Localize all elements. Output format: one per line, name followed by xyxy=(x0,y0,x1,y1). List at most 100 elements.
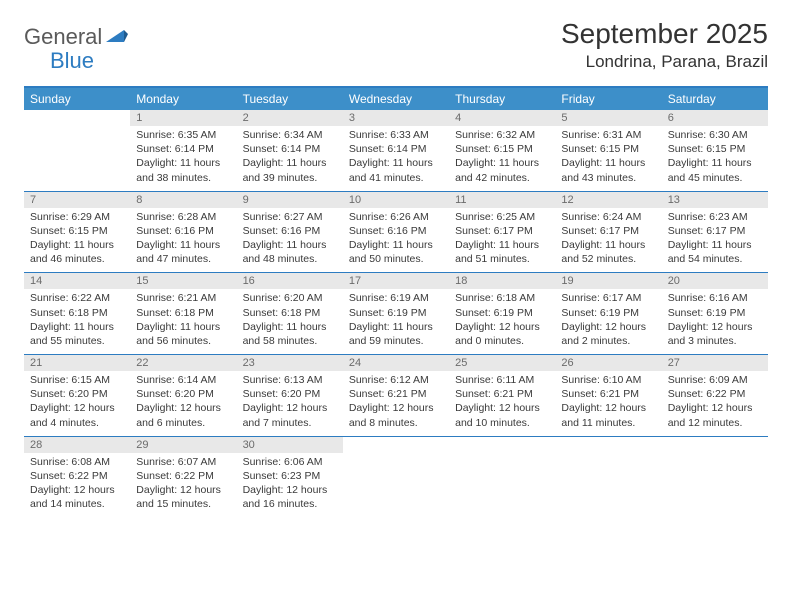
day-details: Sunrise: 6:31 AMSunset: 6:15 PMDaylight:… xyxy=(555,128,661,185)
day-number: 26 xyxy=(555,355,661,371)
day-number: 6 xyxy=(662,110,768,126)
sunrise-line: Sunrise: 6:18 AM xyxy=(455,291,549,305)
sunrise-line: Sunrise: 6:10 AM xyxy=(561,373,655,387)
day-details: Sunrise: 6:30 AMSunset: 6:15 PMDaylight:… xyxy=(662,128,768,185)
day-details: Sunrise: 6:09 AMSunset: 6:22 PMDaylight:… xyxy=(662,373,768,430)
day-cell: 9Sunrise: 6:27 AMSunset: 6:16 PMDaylight… xyxy=(237,192,343,273)
sunrise-line: Sunrise: 6:25 AM xyxy=(455,210,549,224)
day-number: 4 xyxy=(449,110,555,126)
day-cell xyxy=(555,437,661,518)
day-number: 22 xyxy=(130,355,236,371)
day-cell: 28Sunrise: 6:08 AMSunset: 6:22 PMDayligh… xyxy=(24,437,130,518)
brand-part1: General xyxy=(24,24,102,50)
day-cell: 2Sunrise: 6:34 AMSunset: 6:14 PMDaylight… xyxy=(237,110,343,191)
day-cell: 15Sunrise: 6:21 AMSunset: 6:18 PMDayligh… xyxy=(130,273,236,354)
day-details: Sunrise: 6:10 AMSunset: 6:21 PMDaylight:… xyxy=(555,373,661,430)
sunrise-line: Sunrise: 6:27 AM xyxy=(243,210,337,224)
day-cell: 6 Sunrise: 6:30 AMSunset: 6:15 PMDaylight… xyxy=(662,110,768,191)
day-number: 27 xyxy=(662,355,768,371)
daylight-line: Daylight: 12 hours and 4 minutes. xyxy=(30,401,124,429)
weeks-container: 1 Sunrise: 6:35 AM Sunset: 6:14 PM Daylight… xyxy=(24,110,768,517)
day-number: 8 xyxy=(130,192,236,208)
day-cell: 14Sunrise: 6:22 AMSunset: 6:18 PMDayligh… xyxy=(24,273,130,354)
sunrise-line: Sunrise: 6:21 AM xyxy=(136,291,230,305)
daylight-line: Daylight: 11 hours and 56 minutes. xyxy=(136,320,230,348)
day-details: Sunrise: 6:08 AMSunset: 6:22 PMDaylight:… xyxy=(24,455,130,512)
day-number: 20 xyxy=(662,273,768,289)
daylight-line: Daylight: 11 hours and 45 minutes. xyxy=(668,156,762,184)
day-details: Sunrise: 6:17 AMSunset: 6:19 PMDaylight:… xyxy=(555,291,661,348)
day-number: 12 xyxy=(555,192,661,208)
day-cell: 19 Sunrise: 6:17 AMSunset: 6:19 PMDayligh… xyxy=(555,273,661,354)
sunrise-line: Sunrise: 6:16 AM xyxy=(668,291,762,305)
day-details: Sunrise: 6:32 AMSunset: 6:15 PMDaylight:… xyxy=(449,128,555,185)
day-cell: 26 Sunrise: 6:10 AMSunset: 6:21 PMDayligh… xyxy=(555,355,661,436)
day-cell: 17Sunrise: 6:19 AMSunset: 6:19 PMDayligh… xyxy=(343,273,449,354)
sunset-line: Sunset: 6:20 PM xyxy=(243,387,337,401)
brand-logo: General xyxy=(24,24,128,50)
sunrise-line: Sunrise: 6:24 AM xyxy=(561,210,655,224)
sunrise-line: Sunrise: 6:23 AM xyxy=(668,210,762,224)
day-details: Sunrise: 6:28 AMSunset: 6:16 PMDaylight:… xyxy=(130,210,236,267)
day-number: 14 xyxy=(24,273,130,289)
sunrise-line: Sunrise: 6:13 AM xyxy=(243,373,337,387)
sunset-line: Sunset: 6:14 PM xyxy=(349,142,443,156)
day-cell xyxy=(662,437,768,518)
day-number: 10 xyxy=(343,192,449,208)
sunrise-line: Sunrise: 6:15 AM xyxy=(30,373,124,387)
day-number: 19 xyxy=(555,273,661,289)
weekday-header: Thursday xyxy=(449,88,555,110)
location: Londrina, Parana, Brazil xyxy=(561,52,768,72)
sunrise-line: Sunrise: 6:14 AM xyxy=(136,373,230,387)
daylight-line: Daylight: 11 hours and 38 minutes. xyxy=(136,156,230,184)
day-cell: 12Sunrise: 6:24 AMSunset: 6:17 PMDayligh… xyxy=(555,192,661,273)
daylight-line: Daylight: 11 hours and 42 minutes. xyxy=(455,156,549,184)
week-row: 14 Sunrise: 6:22 AM Sunset: 6:18 PM Dayligh… xyxy=(24,273,768,355)
daylight-line: Daylight: 12 hours and 8 minutes. xyxy=(349,401,443,429)
sunset-line: Sunset: 6:15 PM xyxy=(668,142,762,156)
weekday-header: Friday xyxy=(555,88,661,110)
sunset-line: Sunset: 6:21 PM xyxy=(349,387,443,401)
day-cell: 11Sunrise: 6:25 AMSunset: 6:17 PMDayligh… xyxy=(449,192,555,273)
brand-mark-icon xyxy=(106,24,128,50)
sunrise-line: Sunrise: 6:22 AM xyxy=(30,291,124,305)
daylight-line: Daylight: 12 hours and 15 minutes. xyxy=(136,483,230,511)
sunset-line: Sunset: 6:18 PM xyxy=(243,306,337,320)
day-number: 1 xyxy=(130,110,236,126)
sunset-line: Sunset: 6:19 PM xyxy=(668,306,762,320)
sunrise-line: Sunrise: 6:35 AM xyxy=(136,128,230,142)
day-number: 3 xyxy=(343,110,449,126)
sunset-line: Sunset: 6:19 PM xyxy=(349,306,443,320)
daylight-line: Daylight: 11 hours and 55 minutes. xyxy=(30,320,124,348)
sunset-line: Sunset: 6:17 PM xyxy=(668,224,762,238)
daylight-line: Daylight: 11 hours and 59 minutes. xyxy=(349,320,443,348)
calendar: SundayMondayTuesdayWednesdayThursdayFrid… xyxy=(24,86,768,517)
sunrise-line: Sunrise: 6:30 AM xyxy=(668,128,762,142)
day-details: Sunrise: 6:29 AMSunset: 6:15 PMDaylight:… xyxy=(24,210,130,267)
daylight-line: Daylight: 12 hours and 6 minutes. xyxy=(136,401,230,429)
week-row: 21Sunrise: 6:15 AMSunset: 6:20 PMDayligh… xyxy=(24,355,768,437)
day-details: Sunrise: 6:15 AMSunset: 6:20 PMDaylight:… xyxy=(24,373,130,430)
day-number: 9 xyxy=(237,192,343,208)
daylight-line: Daylight: 12 hours and 11 minutes. xyxy=(561,401,655,429)
weekday-header: Sunday xyxy=(24,88,130,110)
sunset-line: Sunset: 6:20 PM xyxy=(136,387,230,401)
sunrise-line: Sunrise: 6:11 AM xyxy=(455,373,549,387)
day-cell: 21Sunrise: 6:15 AMSunset: 6:20 PMDayligh… xyxy=(24,355,130,436)
brand-sub: Blue xyxy=(48,48,94,74)
daylight-line: Daylight: 12 hours and 16 minutes. xyxy=(243,483,337,511)
sunrise-line: Sunrise: 6:20 AM xyxy=(243,291,337,305)
day-number: 23 xyxy=(237,355,343,371)
day-number: 5 xyxy=(555,110,661,126)
day-cell: 8 Sunrise: 6:28 AMSunset: 6:16 PMDaylight… xyxy=(130,192,236,273)
day-cell: 4 Sunrise: 6:32 AMSunset: 6:15 PMDaylight… xyxy=(449,110,555,191)
daylight-line: Daylight: 12 hours and 14 minutes. xyxy=(30,483,124,511)
daylight-line: Daylight: 12 hours and 12 minutes. xyxy=(668,401,762,429)
day-cell xyxy=(449,437,555,518)
sunrise-line: Sunrise: 6:07 AM xyxy=(136,455,230,469)
daylight-line: Daylight: 11 hours and 48 minutes. xyxy=(243,238,337,266)
daylight-line: Daylight: 11 hours and 54 minutes. xyxy=(668,238,762,266)
daylight-line: Daylight: 12 hours and 3 minutes. xyxy=(668,320,762,348)
weekday-header: Tuesday xyxy=(237,88,343,110)
daylight-line: Daylight: 11 hours and 43 minutes. xyxy=(561,156,655,184)
